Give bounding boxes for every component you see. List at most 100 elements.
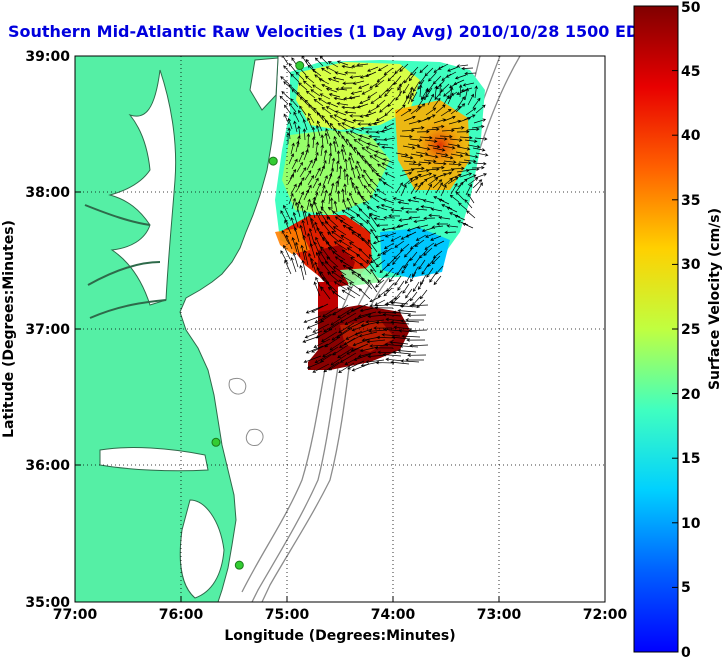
current-vector [394,65,404,75]
current-vector [340,274,355,284]
colorbar-tick-label: 40 [681,128,701,144]
current-vector [400,243,410,252]
current-vector [396,265,404,276]
current-vector [370,268,380,283]
current-vector [471,165,485,170]
current-vector [284,259,292,275]
current-vector [311,68,322,77]
current-vector [356,253,369,265]
current-vector [358,208,371,220]
chesapeake-bay [108,69,177,306]
current-vector [325,281,338,293]
current-vector [290,73,300,83]
current-vector [361,88,373,95]
current-vector [320,134,324,147]
current-vector [436,222,448,226]
current-vector [375,360,395,365]
current-vector [329,339,346,351]
colorbar-gradient [633,5,679,653]
current-vector [445,71,457,78]
current-vector [367,354,387,359]
current-vector [441,128,455,133]
current-vector [367,183,377,193]
current-vector [369,256,381,264]
current-vector [395,152,409,157]
current-vector [387,97,396,108]
current-vector [350,343,369,352]
current-vector [331,230,345,241]
current-vector [313,338,331,348]
current-vector [315,124,321,137]
current-vector [330,314,347,326]
colorbar-tick-label: 25 [681,322,700,338]
current-vector [331,157,336,170]
current-vector [369,178,379,188]
current-vector [467,177,479,186]
current-vector [369,253,379,268]
current-vector [296,200,301,213]
current-vector [407,198,420,203]
current-vector [293,226,300,243]
current-vector [324,132,329,145]
current-vector [299,96,309,106]
current-vector [354,328,373,336]
current-vector [353,138,364,147]
current-vector [321,106,332,115]
current-vector [406,226,419,232]
current-vector [383,158,395,164]
current-vector [429,272,437,283]
station-marker [295,61,305,71]
current-vector [349,114,362,118]
current-vector [408,216,421,220]
current-vector [456,64,469,68]
colorbar-label: Surface Velocity (cm/s) [707,208,723,390]
current-vector [324,220,337,233]
y-tick-label: 38:00 [25,185,70,201]
current-vector [431,165,445,170]
current-vector [369,81,380,89]
current-vector [352,118,365,123]
current-vector [353,353,372,361]
current-vector [303,315,322,324]
current-vector [402,83,410,94]
current-vector [360,195,370,205]
current-vector [338,165,343,178]
current-vector [363,184,372,195]
current-vector [317,97,329,105]
station-marker [234,560,244,570]
current-vector [362,201,373,210]
current-vector [306,320,325,329]
current-vector [421,227,434,233]
station-markers [211,61,305,570]
current-vector [316,111,325,122]
current-vector [383,242,395,249]
current-vector [350,126,363,132]
current-vector [308,227,315,244]
current-vector [367,106,379,113]
current-vector [361,237,373,250]
current-vector [421,264,429,275]
current-vector [284,219,292,235]
current-vector [426,167,440,171]
current-vector [302,80,313,89]
current-vector [340,86,353,90]
current-vector [432,250,443,259]
current-vector [417,279,425,291]
potomac-river [84,204,151,226]
current-vector [466,167,480,171]
current-vector [442,145,456,150]
current-vector [300,204,306,221]
current-vector [373,119,385,125]
current-vector [303,249,309,266]
current-vector [295,201,301,218]
current-vector [337,122,348,131]
current-vector [293,120,298,133]
current-vector [287,173,294,185]
current-vector [342,81,355,86]
x-tick-label: 72:00 [583,607,628,623]
current-vector [416,129,430,134]
current-vector [423,247,433,257]
current-vector [374,346,394,350]
current-vector [340,234,355,244]
current-vector [382,352,402,357]
